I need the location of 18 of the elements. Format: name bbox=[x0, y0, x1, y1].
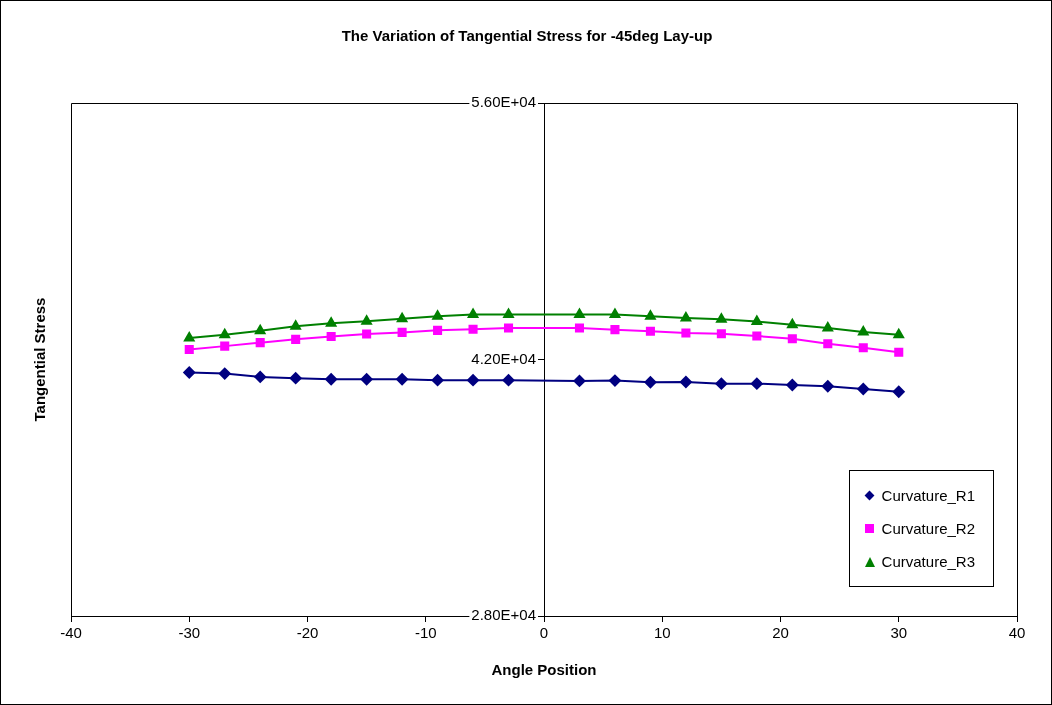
y-axis-title: Tangential Stress bbox=[31, 297, 49, 422]
x-axis-title: Angle Position bbox=[491, 661, 597, 679]
x-tick-label: 40 bbox=[1008, 624, 1026, 642]
legend-label: Curvature_R2 bbox=[881, 520, 975, 537]
x-tick-label: 0 bbox=[539, 624, 549, 642]
x-tick-label: -40 bbox=[60, 624, 82, 642]
x-tick-label: -10 bbox=[414, 624, 437, 642]
y-tick-label: 4.20E+04 bbox=[471, 349, 536, 367]
x-tick-label: 20 bbox=[772, 624, 789, 642]
legend-label: Curvature_R3 bbox=[881, 553, 975, 570]
x-tick-label: 10 bbox=[653, 624, 671, 642]
y-tick-label: 2.80E+04 bbox=[471, 606, 536, 624]
x-tick-label: 30 bbox=[890, 624, 908, 642]
x-tick-label: -20 bbox=[296, 624, 319, 642]
legend-label: Curvature_R1 bbox=[881, 487, 975, 504]
y-tick-label: 5.60E+04 bbox=[471, 93, 536, 111]
chart-title: The Variation of Tangential Stress for -45deg Lay-up bbox=[341, 27, 713, 45]
x-tick-label: -30 bbox=[178, 624, 201, 642]
